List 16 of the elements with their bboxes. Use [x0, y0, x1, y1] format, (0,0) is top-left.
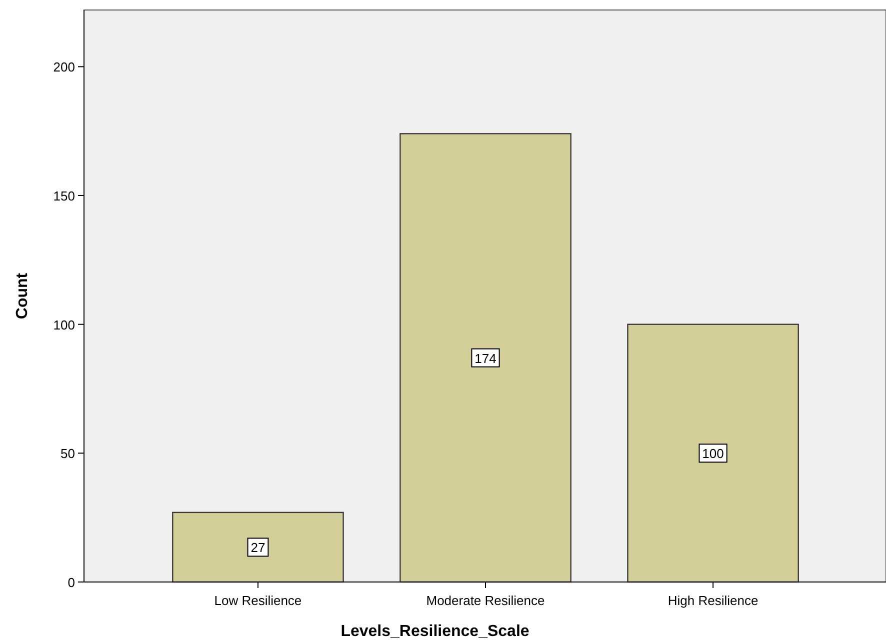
x-tick-label: Moderate Resilience [426, 593, 545, 608]
bar [627, 324, 799, 583]
bar [172, 512, 344, 583]
data-label: 100 [702, 446, 724, 462]
y-axis-title: Count [14, 272, 31, 320]
y-tick-label: 100 [53, 317, 75, 332]
x-tick-label: High Resilience [668, 593, 758, 608]
y-tick-label: 200 [53, 60, 75, 75]
x-tick-label: Low Resilience [214, 593, 302, 608]
data-label: 27 [250, 540, 266, 556]
y-tick-label: 0 [68, 575, 75, 590]
bar [400, 133, 572, 583]
data-label: 174 [474, 350, 496, 366]
x-axis-title: Levels_Resilience_Scale [340, 623, 530, 640]
y-tick-label: 150 [53, 188, 75, 204]
y-tick-label: 50 [60, 446, 75, 462]
